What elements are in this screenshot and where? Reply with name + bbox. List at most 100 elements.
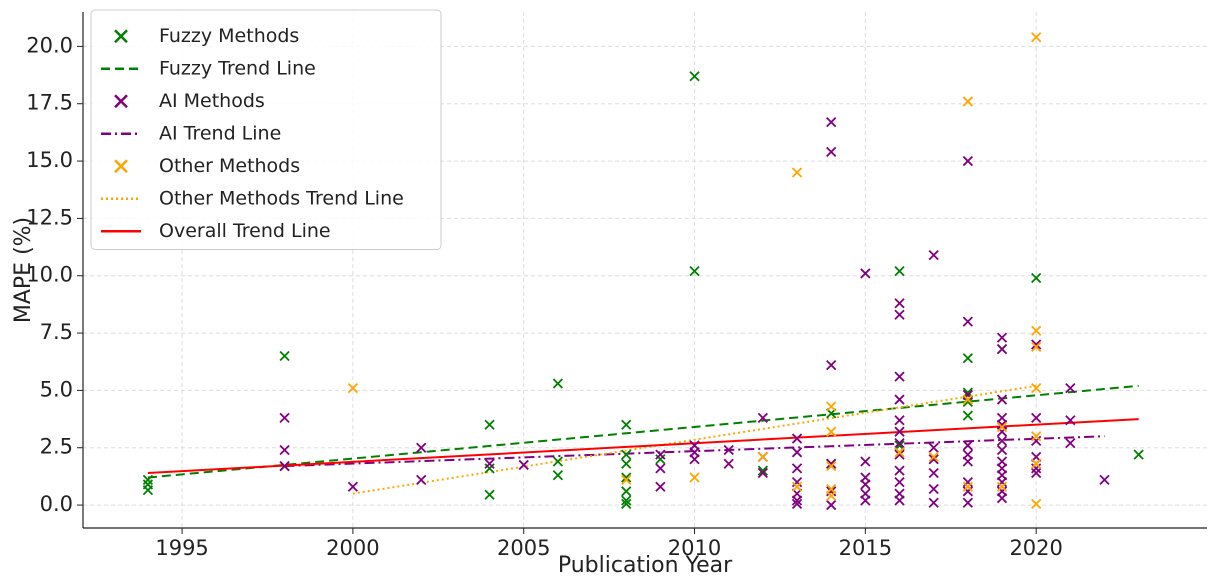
point [1031, 341, 1042, 352]
point [826, 460, 837, 472]
point [894, 309, 905, 320]
point [826, 458, 837, 469]
point [279, 460, 290, 472]
point [621, 474, 632, 485]
x-tick-label: 1995 [155, 536, 208, 560]
point [621, 449, 632, 460]
point [347, 382, 359, 394]
trend-line [147, 418, 1139, 474]
point [621, 486, 632, 497]
point [1065, 438, 1076, 449]
legend-marker [114, 29, 128, 44]
y-tick-label: 0.0 [40, 492, 73, 516]
point [791, 495, 803, 506]
point [1031, 463, 1042, 474]
point [689, 266, 700, 277]
point [962, 394, 973, 405]
point [996, 394, 1008, 405]
point [996, 493, 1008, 504]
point [347, 481, 359, 492]
point [996, 332, 1008, 343]
x-tick-label: 2005 [497, 536, 550, 560]
point [962, 486, 973, 497]
point [689, 472, 700, 483]
point [826, 116, 837, 128]
point [279, 350, 290, 362]
point [723, 444, 734, 456]
point [826, 426, 837, 437]
point [860, 495, 871, 506]
point [757, 465, 769, 476]
point [552, 456, 564, 467]
legend-label: AI Methods [159, 90, 265, 112]
y-tick-label: 20.0 [26, 33, 73, 57]
point [894, 495, 905, 506]
point [655, 449, 666, 460]
point [962, 440, 973, 451]
y-axis-label: MAPE (%) [11, 217, 36, 323]
point [860, 479, 871, 490]
point [962, 410, 973, 421]
x-tick-label: 2000 [326, 536, 379, 560]
point [791, 463, 803, 474]
point [894, 426, 905, 437]
legend-marker [114, 159, 128, 174]
x-tick-label: 2010 [668, 536, 721, 560]
y-tick-label: 7.5 [40, 320, 73, 344]
point [791, 476, 803, 488]
point [484, 463, 495, 474]
point [860, 268, 871, 279]
point [928, 442, 939, 453]
y-tick-label: 10.0 [26, 263, 73, 287]
point [1031, 339, 1042, 350]
legend-label: AI Trend Line [159, 122, 281, 144]
point [894, 394, 905, 405]
point [826, 146, 837, 158]
point [928, 451, 939, 463]
point [142, 485, 154, 496]
point [279, 444, 290, 456]
point [894, 415, 905, 426]
point [962, 155, 973, 167]
point [894, 438, 905, 449]
point [791, 498, 803, 510]
legend-label: Fuzzy Methods [159, 25, 299, 47]
legend-label: Fuzzy Trend Line [159, 57, 316, 79]
point [484, 458, 495, 469]
point [962, 389, 973, 401]
point [928, 483, 939, 495]
point [416, 474, 427, 485]
y-tick-label: 2.5 [40, 435, 73, 459]
point [1031, 431, 1042, 442]
point [621, 472, 632, 483]
y-tick-label: 17.5 [26, 91, 73, 115]
legend: Fuzzy Methods Fuzzy Trend Line AI Methods A… [90, 9, 442, 250]
point [689, 454, 700, 465]
point [894, 266, 905, 277]
point [552, 470, 564, 481]
point [894, 371, 905, 382]
point [860, 456, 871, 467]
point [826, 360, 837, 371]
point [1065, 415, 1076, 426]
point [826, 486, 837, 497]
legend-label: Other Methods [159, 155, 300, 177]
point [791, 481, 803, 492]
point [723, 458, 734, 469]
point [962, 476, 973, 488]
point [1065, 382, 1076, 394]
legend-marker [114, 94, 128, 109]
point [1031, 32, 1042, 43]
point [1099, 474, 1110, 485]
point [621, 495, 632, 506]
point [996, 426, 1008, 437]
point [894, 465, 905, 476]
point [996, 444, 1008, 456]
point [894, 449, 905, 460]
point [928, 467, 939, 479]
point [1031, 325, 1042, 336]
point [996, 421, 1008, 433]
point [757, 412, 769, 424]
point [518, 459, 529, 471]
